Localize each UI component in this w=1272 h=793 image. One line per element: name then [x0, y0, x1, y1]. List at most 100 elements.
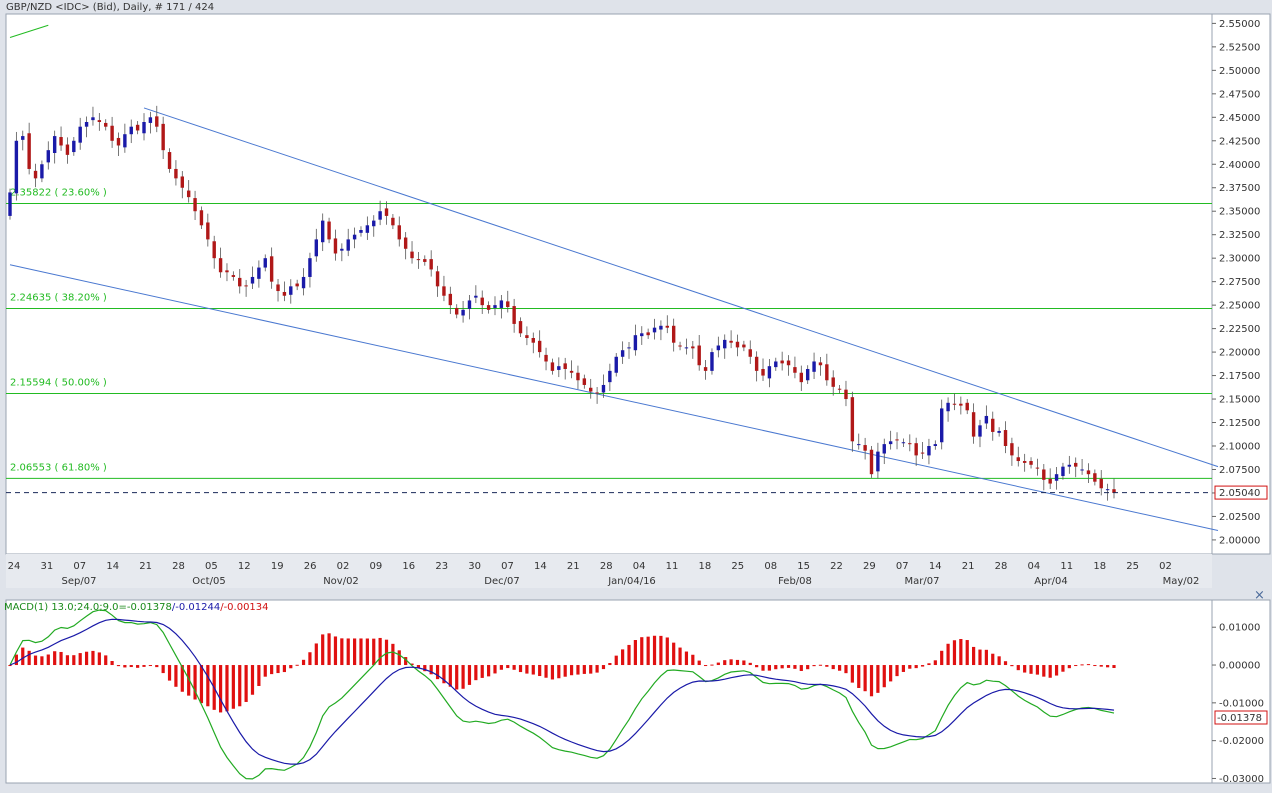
x-day-label: 25	[731, 561, 744, 572]
x-day-label: 18	[699, 561, 712, 572]
candle-body	[1061, 466, 1065, 477]
macd-plot-area[interactable]	[5, 599, 1213, 784]
macd-hist-bar	[997, 656, 1001, 666]
macd-tick-label: -0.01000	[1219, 698, 1264, 709]
macd-hist-bar	[91, 650, 95, 666]
candle-body	[582, 378, 587, 385]
candle-body	[748, 349, 752, 357]
price-tick-label: 2.47500	[1219, 89, 1260, 100]
candle-body	[544, 354, 548, 362]
candle-body	[384, 208, 389, 216]
candle-body	[767, 366, 772, 379]
macd-hist-bar	[174, 665, 178, 687]
candle-body	[448, 293, 453, 306]
macd-hist-bar	[346, 638, 350, 666]
macd-hist-bar	[774, 665, 778, 670]
macd-hist-bar	[21, 647, 25, 666]
x-axis-labels: 24 31 07 14 21 28 05 12 19 26 02 09 16 23 30 07 14 21 28 04…	[8, 561, 1200, 587]
macd-hist-bar	[480, 665, 484, 678]
macd-hist-bar	[614, 655, 618, 666]
macd-hist-bar	[901, 665, 906, 672]
candle-body	[869, 449, 874, 475]
candle-body	[882, 444, 886, 454]
candle-body	[410, 251, 414, 259]
macd-legend-prefix: MACD(1) 13.0;24.0;9.0=-0.01378/-0.01244/…	[4, 602, 269, 613]
macd-hist-bar	[678, 647, 682, 666]
candle-body	[595, 392, 599, 394]
candle-body	[180, 176, 185, 188]
candle-body	[991, 418, 995, 432]
candle-body	[1022, 461, 1027, 463]
macd-hist-bar	[965, 640, 969, 666]
candle-body	[774, 361, 778, 368]
macd-hist-bar	[908, 665, 912, 669]
macd-hist-bar	[735, 659, 740, 666]
macd-hist-bar	[148, 665, 152, 667]
candle-body	[161, 123, 165, 151]
candle-body	[652, 327, 657, 333]
price-tick-label: 2.40000	[1219, 160, 1260, 171]
candle-body	[282, 291, 287, 296]
macd-hist-bar	[1074, 665, 1078, 667]
candle-body	[193, 198, 197, 212]
candle-body	[978, 425, 982, 437]
macd-hist-bar	[455, 665, 459, 690]
price-tick-label: 2.02500	[1219, 512, 1260, 523]
x-day-label: 28	[995, 561, 1008, 572]
candle-body	[863, 445, 867, 451]
candle-body	[805, 368, 810, 381]
macd-hist-bar	[640, 637, 644, 666]
macd-hist-bar	[97, 652, 101, 666]
macd-tick-label: -0.02000	[1219, 736, 1264, 747]
candle-body	[525, 335, 529, 338]
candle-body	[1010, 443, 1014, 456]
macd-hist-bar	[448, 665, 452, 687]
macd-hist-bar	[187, 665, 191, 696]
candle-body	[327, 221, 331, 240]
macd-hist-bar	[697, 660, 701, 666]
price-tick-label: 2.42500	[1219, 136, 1260, 147]
x-month-label: Oct/05	[192, 576, 225, 587]
x-day-label: 04	[633, 561, 646, 572]
macd-hist-bar	[1112, 665, 1116, 669]
macd-hist-bar	[703, 665, 708, 667]
candle-body	[723, 339, 727, 349]
macd-close-icon[interactable]: ×	[1254, 588, 1265, 603]
price-axis[interactable]	[1211, 13, 1271, 555]
macd-hist-bar	[761, 665, 765, 671]
x-day-label: 02	[1159, 561, 1172, 572]
candle-body	[537, 340, 542, 353]
x-day-label: 05	[205, 561, 218, 572]
macd-hist-bar	[276, 665, 280, 674]
x-day-label: 23	[435, 561, 448, 572]
macd-hist-bar	[1035, 665, 1040, 675]
candle-body	[97, 120, 102, 122]
candle-body	[786, 360, 791, 366]
macd-hist-bar	[882, 665, 886, 688]
candle-body	[914, 443, 918, 456]
macd-line	[9, 609, 1115, 780]
macd-axis[interactable]	[1211, 599, 1271, 784]
x-month-label: Nov/02	[323, 576, 359, 587]
macd-hist-bar	[627, 644, 631, 666]
candle-body	[91, 117, 95, 121]
fib-label: 2.06553 ( 61.80% )	[10, 462, 107, 473]
x-day-label: 08	[764, 561, 777, 572]
price-tick-label: 2.55000	[1219, 19, 1260, 30]
macd-hist-bar	[116, 665, 121, 667]
candle-body	[174, 168, 178, 179]
x-month-label: Mar/07	[905, 576, 940, 587]
x-day-label: 30	[468, 561, 481, 572]
candle-body	[352, 234, 357, 240]
macd-hist-bar	[1106, 665, 1110, 668]
macd-hist-bar	[218, 665, 223, 713]
price-plot-area[interactable]	[5, 13, 1213, 555]
candle-body	[186, 190, 191, 198]
candle-body	[378, 211, 382, 220]
price-tick-label: 2.15000	[1219, 395, 1260, 406]
trend-line	[143, 107, 1219, 468]
candle-body	[729, 340, 733, 343]
macd-hist-bar	[391, 643, 395, 666]
x-day-label: 16	[402, 561, 415, 572]
candle-body	[308, 258, 312, 277]
